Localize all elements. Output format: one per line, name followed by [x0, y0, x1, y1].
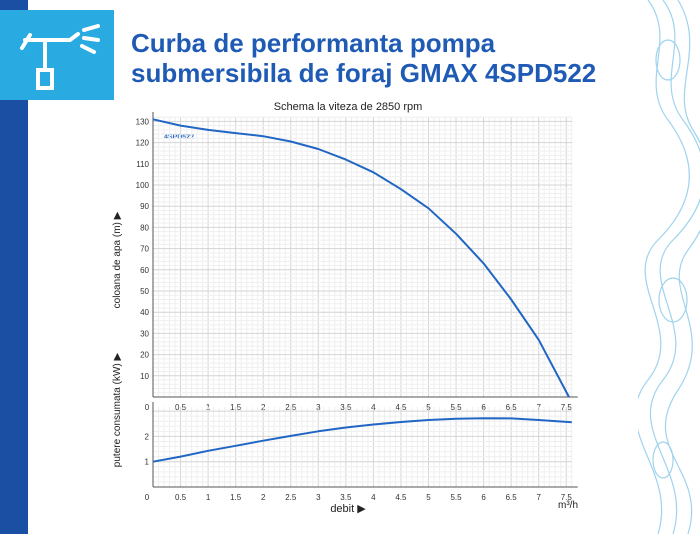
x-tick-label: 2 [261, 493, 266, 502]
x-tick-label: 4.5 [395, 493, 407, 502]
x-tick-label: 1.5 [230, 493, 242, 502]
x-tick-label: 6 [481, 493, 486, 502]
x-unit: m³/h [558, 500, 578, 511]
y-tick-label: 100 [136, 181, 150, 190]
y-tick-label: 50 [140, 287, 149, 296]
x-tick-label: 3 [316, 493, 321, 502]
topo-pattern [635, 0, 700, 535]
y-tick-label: 20 [140, 351, 149, 360]
title-line-2: submersibila de foraj GMAX 4SPD522 [131, 58, 597, 88]
x-tick-label: 0 [145, 403, 150, 412]
x-tick-label: 1 [206, 493, 211, 502]
y-tick-label: 130 [136, 117, 150, 126]
y-tick-label: 110 [136, 160, 149, 169]
series-line [152, 118, 570, 398]
x-tick-label: 4 [371, 493, 376, 502]
sprinkler-icon [0, 10, 114, 100]
series-label: 4SPD522 [164, 134, 194, 141]
y-label-head: coloana de apa (m) ▶ [112, 211, 123, 308]
y-tick-label: 2 [145, 432, 150, 441]
x-tick-label: 6.5 [506, 493, 518, 502]
x-tick-label: 0.5 [175, 493, 187, 502]
y-tick-label: 1 [145, 458, 150, 467]
y-tick-label: 120 [136, 139, 150, 148]
x-tick-label: 7.5 [561, 493, 573, 502]
x-tick-label: 5.5 [450, 493, 462, 502]
decorative-band-right [635, 0, 700, 535]
title-line-1: Curba de performanta pompa [131, 28, 496, 58]
series-line [152, 417, 572, 463]
y-tick-label: 30 [140, 329, 149, 338]
y-tick-label: 10 [140, 372, 149, 381]
x-tick-label: 2.5 [285, 493, 297, 502]
y-tick-label: 70 [140, 245, 149, 254]
x-label: debit ▶ [330, 503, 366, 515]
y-tick-label: 40 [140, 308, 149, 317]
y-tick-label: 90 [140, 202, 149, 211]
y-tick-label: 80 [140, 223, 149, 232]
x-tick-label: 7 [536, 493, 541, 502]
chart-title: Schema la viteza de 2850 rpm [274, 101, 423, 113]
x-tick-label: 0 [145, 493, 150, 502]
page-title: Curba de performanta pompa submersibila … [131, 28, 611, 88]
x-tick-label: 3.5 [340, 493, 352, 502]
y-tick-label: 60 [140, 266, 149, 275]
x-tick-label: 5 [426, 493, 431, 502]
y-label-power: putere consumata (kW) ▶ [112, 352, 123, 467]
